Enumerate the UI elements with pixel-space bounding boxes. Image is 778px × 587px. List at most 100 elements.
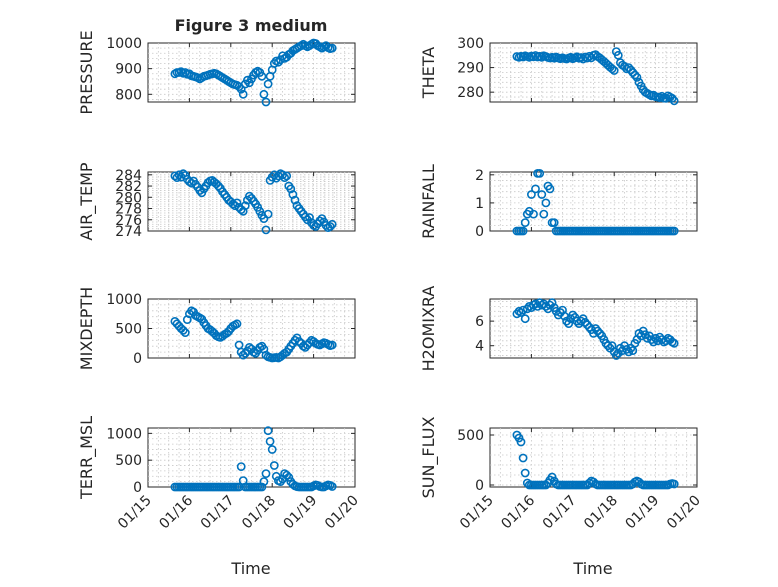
data-point	[529, 209, 538, 219]
data-point	[288, 190, 298, 199]
data-point	[238, 206, 248, 216]
subplot-theta: 280 290 300 THETA	[419, 36, 698, 106]
data-point	[564, 319, 574, 328]
data-point	[174, 170, 184, 180]
data-point	[195, 186, 205, 195]
subplot-rainfall: 0 1 2 RAINFALL	[419, 164, 698, 240]
data-point	[609, 66, 619, 75]
data-point	[290, 195, 300, 205]
data-point	[527, 190, 536, 199]
y-tick-label: 500	[115, 453, 142, 469]
data-point	[178, 169, 188, 179]
data-point	[170, 171, 180, 181]
subplot-h2omixra: 4 6 H2OMIXRA	[419, 286, 698, 372]
data-point	[305, 338, 314, 348]
y-tick-label: 0	[133, 480, 142, 496]
data-point	[261, 225, 271, 235]
y-tick-label: 800	[115, 87, 142, 103]
data-point	[282, 470, 292, 480]
data-point	[541, 198, 551, 208]
x-tick-label: 01/19	[623, 493, 663, 533]
x-tick-label: 01/17	[540, 493, 580, 533]
data-point	[576, 316, 586, 326]
data-point	[547, 298, 557, 308]
y-tick-label: 290	[457, 61, 484, 77]
data-point	[263, 79, 273, 89]
y-tick-label: 280	[457, 85, 484, 101]
data-point	[327, 340, 337, 350]
data-point	[647, 335, 656, 344]
y-tick-label: 6	[475, 314, 484, 330]
y-axis-label: THETA	[419, 47, 438, 99]
data-point	[234, 482, 244, 492]
y-tick-label: 276	[115, 213, 142, 229]
data-point	[669, 338, 679, 348]
data-point	[257, 482, 267, 492]
y-tick-label: 282	[115, 179, 142, 195]
data-point	[516, 308, 526, 317]
data-point	[585, 322, 594, 332]
x-tick-label: 01/20	[322, 493, 362, 533]
y-tick-label: 2	[475, 168, 484, 184]
data-point	[535, 298, 545, 308]
data-point	[611, 351, 621, 360]
data-point	[284, 472, 294, 482]
data-point	[642, 333, 652, 343]
data-point	[669, 96, 679, 106]
data-point	[325, 222, 335, 231]
data-point	[236, 462, 246, 471]
data-point	[520, 218, 530, 227]
data-point	[315, 216, 325, 226]
data-point	[545, 184, 555, 194]
y-tick-label: 0	[475, 478, 484, 494]
data-point	[549, 218, 559, 227]
data-point	[669, 479, 679, 489]
y-tick-label: 300	[457, 36, 484, 52]
data-point	[187, 178, 196, 188]
data-point	[522, 304, 532, 314]
data-point	[321, 220, 331, 230]
data-point	[240, 348, 250, 358]
data-point	[232, 198, 242, 208]
data-point	[541, 301, 551, 311]
data-point	[595, 328, 605, 338]
y-tick-label: 1	[475, 196, 484, 212]
data-point	[539, 209, 549, 219]
x-tick-label: 01/15	[115, 493, 155, 533]
y-axis-label: H2OMIXRA	[419, 286, 438, 372]
x-tick-label: 01/20	[664, 493, 704, 533]
data-point	[669, 226, 679, 236]
y-axis-label: TERR_MSL	[77, 416, 97, 500]
data-point	[259, 89, 269, 99]
data-point	[263, 426, 273, 436]
x-tick-label: 01/16	[156, 492, 196, 532]
y-axis-label: SUN_FLUX	[419, 417, 439, 499]
data-point	[518, 226, 528, 236]
y-tick-label: 284	[115, 168, 142, 184]
data-point	[661, 93, 671, 103]
data-point	[512, 309, 522, 319]
data-point	[282, 171, 292, 181]
y-tick-label: 280	[115, 190, 142, 206]
data-point	[236, 84, 246, 94]
data-point	[327, 219, 337, 229]
y-axis-label: AIR_TEMP	[77, 162, 97, 240]
data-point	[620, 62, 629, 71]
data-point	[630, 70, 640, 80]
data-point	[269, 461, 279, 470]
data-point	[607, 64, 617, 74]
data-point	[585, 478, 594, 488]
data-point	[232, 319, 242, 329]
data-point	[265, 436, 275, 446]
data-point	[267, 445, 277, 454]
y-tick-label: 500	[457, 428, 484, 444]
data-point	[520, 314, 530, 324]
data-point	[273, 57, 283, 67]
data-point	[244, 191, 254, 201]
data-point	[568, 310, 578, 320]
y-tick-label: 4	[475, 339, 484, 355]
data-point	[520, 468, 530, 478]
